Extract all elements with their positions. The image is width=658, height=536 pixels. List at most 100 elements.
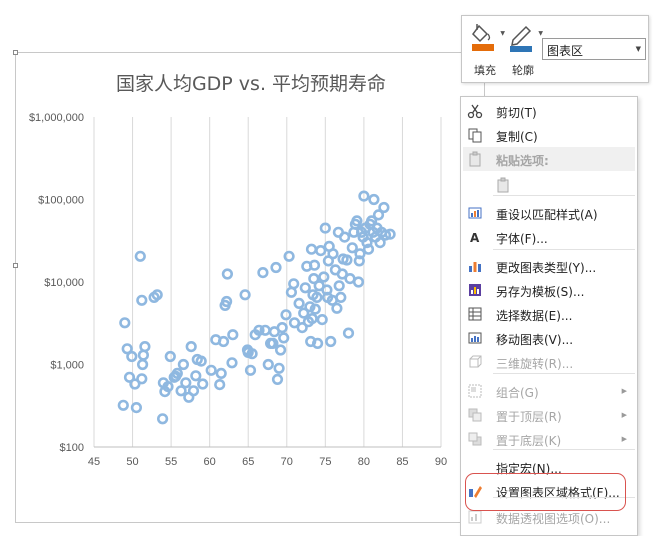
- menu-item-change-chart-type[interactable]: 更改图表类型(Y)...: [463, 254, 635, 278]
- data-point[interactable]: [130, 402, 142, 414]
- fill-dropdown-arrow[interactable]: ▼: [500, 30, 505, 37]
- data-point[interactable]: [374, 237, 386, 249]
- data-point[interactable]: [239, 289, 251, 301]
- data-point[interactable]: [299, 282, 311, 294]
- data-point[interactable]: [175, 385, 187, 397]
- data-point[interactable]: [339, 231, 351, 243]
- data-point[interactable]: [354, 248, 366, 260]
- data-point[interactable]: [190, 370, 202, 382]
- data-point[interactable]: [351, 215, 363, 227]
- data-point[interactable]: [318, 271, 330, 283]
- data-point[interactable]: [136, 358, 149, 371]
- data-point[interactable]: [214, 379, 226, 391]
- data-point[interactable]: [316, 314, 328, 326]
- data-point[interactable]: [136, 294, 148, 306]
- chart-area[interactable]: 国家人均GDP vs. 平均预期寿命 45 50 55 60 65 70 75 80 85 90 $…: [13, 50, 487, 524]
- data-point[interactable]: [341, 254, 353, 266]
- paste-option-button[interactable]: [463, 173, 635, 197]
- data-point[interactable]: [197, 378, 209, 390]
- menu-item-group[interactable]: 组合(G) ▶: [463, 379, 635, 403]
- data-point[interactable]: [262, 358, 274, 371]
- menu-item-save-template[interactable]: 另存为模板(S)...: [463, 278, 635, 302]
- data-point[interactable]: [358, 190, 370, 202]
- data-point[interactable]: [205, 364, 217, 376]
- data-point[interactable]: [134, 250, 146, 262]
- data-point[interactable]: [177, 358, 189, 371]
- data-point[interactable]: [119, 317, 131, 329]
- data-point[interactable]: [151, 289, 163, 301]
- data-point[interactable]: [288, 317, 301, 329]
- data-point[interactable]: [309, 303, 321, 315]
- resize-handle-left[interactable]: [13, 263, 18, 268]
- outline-dropdown-arrow[interactable]: ▼: [538, 30, 543, 37]
- data-point[interactable]: [288, 278, 300, 290]
- menu-item-copy[interactable]: 复制(C): [463, 123, 635, 147]
- data-point[interactable]: [276, 322, 288, 334]
- data-point[interactable]: [311, 291, 323, 303]
- data-point[interactable]: [270, 261, 282, 274]
- data-point[interactable]: [352, 276, 365, 288]
- data-point[interactable]: [227, 329, 239, 341]
- data-point[interactable]: [180, 377, 192, 389]
- menu-item-reset-style[interactable]: 重设以匹配样式(A): [463, 201, 635, 225]
- data-point[interactable]: [342, 327, 355, 339]
- menu-item-pivot-chart-options[interactable]: 数据透视图选项(O)...: [463, 505, 635, 529]
- data-point[interactable]: [221, 268, 233, 280]
- data-point[interactable]: [217, 335, 230, 348]
- data-point[interactable]: [278, 332, 290, 344]
- data-point[interactable]: [253, 324, 265, 336]
- data-point[interactable]: [379, 229, 392, 241]
- data-point[interactable]: [327, 248, 339, 260]
- data-point[interactable]: [164, 350, 176, 363]
- scatter-chart[interactable]: 国家人均GDP vs. 平均预期寿命 45 50 55 60 65 70 75 80 85 90 $…: [16, 53, 486, 524]
- menu-item-assign-macro[interactable]: 指定宏(N)...: [463, 455, 635, 479]
- data-point[interactable]: [215, 367, 227, 380]
- data-point[interactable]: [361, 237, 373, 249]
- data-point[interactable]: [293, 297, 305, 309]
- data-point[interactable]: [162, 381, 174, 393]
- data-point[interactable]: [136, 373, 148, 385]
- menu-item-select-data[interactable]: 选择数据(E)...: [463, 302, 635, 326]
- data-point[interactable]: [275, 344, 287, 356]
- data-point[interactable]: [157, 413, 169, 425]
- data-point[interactable]: [315, 245, 327, 257]
- menu-item-format-chart-area[interactable]: 设置图表区域格式(F)...: [463, 479, 635, 503]
- menu-item-font[interactable]: A 字体(F)...: [463, 225, 635, 249]
- menu-item-move-chart[interactable]: 移动图表(V)...: [463, 326, 635, 350]
- data-point[interactable]: [267, 337, 279, 350]
- data-point[interactable]: [117, 399, 129, 411]
- data-point[interactable]: [312, 337, 324, 350]
- chart-element-dropdown[interactable]: 图表区 ▼: [542, 38, 646, 60]
- data-point[interactable]: [304, 301, 316, 313]
- data-point[interactable]: [319, 222, 331, 234]
- data-point[interactable]: [384, 228, 396, 240]
- data-point[interactable]: [187, 385, 200, 397]
- data-point[interactable]: [331, 302, 343, 314]
- data-point[interactable]: [123, 371, 136, 383]
- data-point[interactable]: [137, 349, 149, 361]
- resize-handle-top-left[interactable]: [13, 50, 18, 55]
- data-point[interactable]: [353, 255, 365, 267]
- fill-button[interactable]: ▼ 填充: [468, 22, 505, 78]
- menu-item-bring-to-front[interactable]: 置于顶层(R) ▶: [463, 403, 635, 427]
- data-point[interactable]: [283, 250, 295, 262]
- data-point[interactable]: [362, 243, 375, 255]
- data-point[interactable]: [244, 364, 257, 376]
- menu-item-send-to-back[interactable]: 置于底层(K) ▶: [463, 427, 635, 451]
- data-point[interactable]: [306, 313, 318, 325]
- data-point[interactable]: [298, 307, 310, 319]
- data-point[interactable]: [126, 350, 138, 363]
- data-point[interactable]: [259, 324, 271, 336]
- data-point[interactable]: [139, 341, 151, 353]
- data-point[interactable]: [336, 268, 348, 280]
- data-point[interactable]: [221, 295, 233, 308]
- menu-item-3d-rotation[interactable]: 三维旋转(R)...: [463, 350, 635, 374]
- data-point[interactable]: [273, 362, 285, 374]
- data-point[interactable]: [185, 341, 197, 353]
- data-point[interactable]: [171, 367, 183, 380]
- data-point[interactable]: [280, 309, 292, 321]
- data-point[interactable]: [246, 348, 258, 360]
- data-point[interactable]: [305, 243, 318, 255]
- data-point[interactable]: [129, 378, 141, 390]
- data-point[interactable]: [333, 280, 345, 292]
